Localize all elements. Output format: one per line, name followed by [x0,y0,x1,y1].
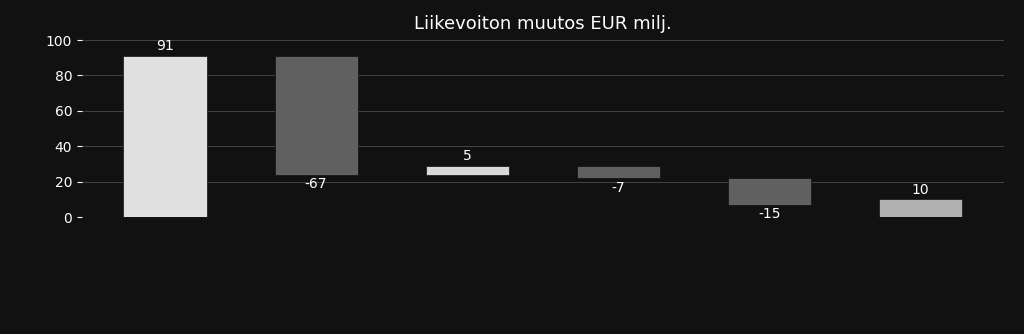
Title: Liikevoiton muutos EUR milj.: Liikevoiton muutos EUR milj. [414,15,672,33]
Text: 10: 10 [911,183,929,197]
Text: -7: -7 [611,181,625,195]
Text: -15: -15 [758,207,780,221]
Text: 5: 5 [463,149,472,163]
Bar [124,56,207,217]
Bar [577,166,659,178]
Bar [879,199,962,217]
Bar [728,178,811,205]
Text: 91: 91 [156,39,174,53]
Bar [426,166,509,175]
Text: -67: -67 [305,177,328,191]
Bar [274,56,357,175]
